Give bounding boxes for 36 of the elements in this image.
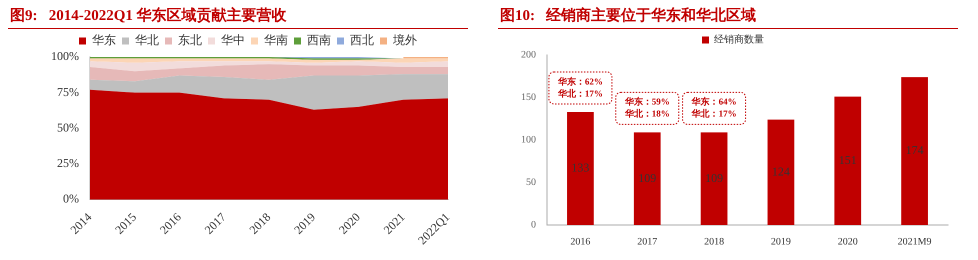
y-tick-label: 25% [56,156,79,170]
y-tick-label: 0 [531,220,536,231]
y-tick-label: 200 [521,50,536,61]
x-tick-label: 2016 [570,236,590,248]
y-tick-label: 150 [521,92,536,104]
x-tick-label: 2017 [637,236,658,248]
data-label: 109 [638,170,656,185]
annotation: 华东：64% 华北：17% [690,96,737,119]
legend-label: 华南 [264,33,288,48]
annotation: 华东：62% 华北：17% [556,76,603,98]
legend-label: 经销商数量 [714,34,764,46]
legend-label: 华中 [221,33,245,48]
data-label: 109 [705,170,724,185]
y-tick-label: 100% [50,49,79,64]
y-tick-label: 0% [62,192,79,206]
data-label: 124 [772,164,790,178]
legend-label: 境外 [392,33,417,48]
y-tick-label: 100 [521,134,536,146]
legend-label: 西北 [350,33,374,48]
x-tick-label: 2020 [838,236,858,248]
legend-label: 华北 [135,33,159,48]
x-tick-label: 2021M9 [898,236,932,248]
x-tick-label: 2019 [770,236,791,248]
chart-title: 图10: 经销商主要位于华东和华北区域 [498,4,958,29]
data-label: 133 [571,160,590,175]
legend-label: 西南 [307,33,331,48]
x-tick-label: 2018 [704,236,724,248]
chart-title: 图9: 2014-2022Q1 华东区域贡献主要营收 [8,4,468,29]
annotation: 华东：59% 华北：18% [624,96,670,119]
data-label: 151 [838,152,857,167]
y-tick-label: 50 [526,177,536,188]
y-tick-label: 75% [56,84,79,99]
legend-label: 东北 [178,33,202,48]
data-label: 174 [906,143,924,158]
y-tick-label: 50% [56,120,79,134]
legend-label: 华东 [92,33,116,48]
